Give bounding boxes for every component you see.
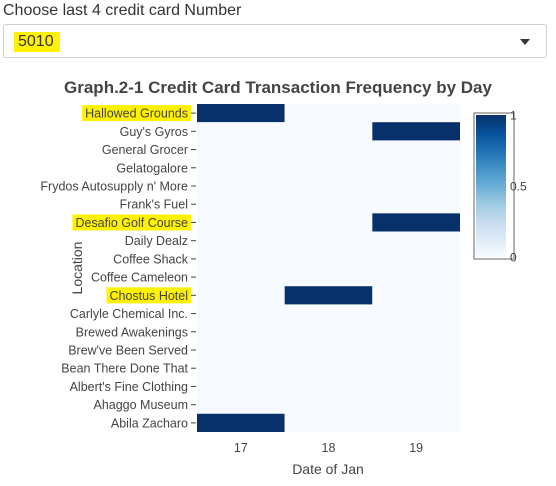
heatmap-cell [284,304,373,323]
y-tick-label: Coffee Cameleon [91,271,188,285]
heatmap-cell [372,140,460,159]
heatmap-cell [197,195,285,214]
heatmap-cell [284,340,373,360]
colorbar-tick-label: 0 [510,251,517,265]
heatmap-cell [372,176,460,196]
x-tick-label: 17 [234,441,248,455]
heatmap-cell [284,249,373,268]
heatmap-cell [197,377,285,396]
y-tick-label: Gelatogalore [116,161,188,175]
heatmap-cell [372,249,460,268]
colorbar [476,115,506,257]
heatmap-cell [284,377,373,396]
chevron-down-icon[interactable] [520,39,530,45]
heatmap-cell [197,359,285,378]
heatmap-cell [284,176,373,196]
heatmap-cell [372,359,460,378]
heatmap-cell [372,195,460,214]
heatmap-cell [284,268,373,287]
y-label-highlight [72,214,191,231]
y-tick-label: General Grocer [102,143,188,157]
y-tick-label: Guy's Gyros [120,125,188,139]
y-tick-label: Desafio Golf Course [75,216,188,230]
colorbar-tick-label: 0.5 [510,180,527,194]
y-tick-label: Abila Zacharo [111,416,188,430]
y-tick-label: Ahaggo Museum [93,398,188,412]
heatmap-cell [372,304,460,323]
y-tick-label: Daily Dealz [125,234,188,248]
y-tick-label: Frank's Fuel [120,198,188,212]
heatmap-cell [284,395,373,414]
heatmap-cell [197,231,285,250]
heatmap-cell [197,213,285,232]
heatmap-cell [197,395,285,414]
heatmap-cell [197,140,285,159]
heatmap-cell [197,158,285,177]
x-axis-label: Date of Jan [292,461,364,477]
heatmap-cell [372,268,460,287]
heatmap-cell [197,340,285,360]
heatmap-cell [284,158,373,177]
heatmap-cell [372,231,460,250]
heatmap-cell [372,377,460,396]
heatmap-cell [284,104,373,123]
heatmap-cell [197,286,285,305]
heatmap-cell [372,413,460,432]
heatmap-cell [284,231,373,250]
y-tick-label: Brewed Awakenings [76,325,188,339]
x-tick-label: 19 [409,441,423,455]
y-tick-label: Albert's Fine Clothing [70,380,188,394]
y-tick-label: Bean There Done That [61,362,188,376]
y-tick-label: Frydos Autosupply n' More [40,180,188,194]
y-tick-label: Chostus Hotel [109,289,188,303]
heatmap-cell [197,413,285,432]
heatmap-cell [372,322,460,341]
heatmap-cell [372,104,460,123]
heatmap-cell [372,395,460,414]
y-label-highlight [106,287,191,304]
heatmap-cell [197,322,285,341]
heatmap-cell [197,104,285,123]
heatmap-cell [197,304,285,323]
heatmap-cell [197,249,285,268]
heatmap-cell [284,286,373,305]
colorbar-tick-label: 1 [510,109,517,123]
heatmap-cell [372,286,460,305]
x-tick-label: 18 [322,441,336,455]
heatmap-cell [372,213,460,232]
heatmap-cell [197,176,285,196]
y-tick-label: Carlyle Chemical Inc. [70,307,188,321]
heatmap-cell [284,122,373,141]
heatmap-cell [284,213,373,232]
y-axis-label: Location [69,242,85,295]
heatmap-cell [372,122,460,141]
heatmap-cell [284,359,373,378]
card-number-select[interactable]: 5010 [3,24,547,58]
card-number-selected-value: 5010 [14,32,60,52]
heatmap-cell [284,413,373,432]
card-filter-label: Choose last 4 credit card Number [3,2,242,19]
y-label-highlight [82,105,191,122]
heatmap-cell [197,122,285,141]
heatmap-cell [284,195,373,214]
chart-title: Graph.2-1 Credit Card Transaction Freque… [64,78,493,97]
y-tick-label: Coffee Shack [113,252,189,266]
y-tick-label: Hallowed Grounds [85,107,188,121]
heatmap-cell [372,340,460,360]
heatmap-cell [372,158,460,177]
y-tick-label: Brew've Been Served [68,344,188,358]
heatmap-cell [284,140,373,159]
heatmap-cell [284,322,373,341]
heatmap-cell [197,268,285,287]
colorbar-frame [473,112,515,260]
